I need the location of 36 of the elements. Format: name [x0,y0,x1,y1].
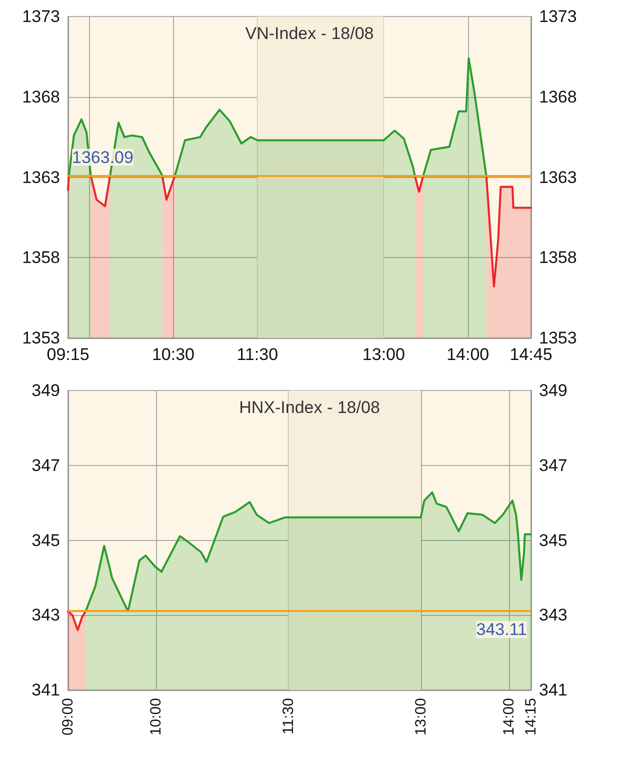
y2-tick-label: 1363 [539,168,577,187]
y-tick-label: 1353 [22,328,60,348]
y-tick-label: 345 [32,530,60,550]
x-tick-label: 13:00 [412,698,430,736]
x-tick-label: 09:00 [60,698,76,736]
y-tick-label: 1363 [22,168,60,187]
y2-tick-label: 349 [539,381,568,400]
ref-line-label: 1363.09 [72,148,134,167]
y2-tick-label: 1373 [539,7,577,26]
y2-tick-label: 345 [539,530,568,550]
x-tick-label: 14:00 [500,698,518,736]
x-tick-label: 14:15 [522,698,540,736]
x-tick-label: 10:00 [148,698,165,736]
y-tick-label: 341 [32,680,60,700]
y2-tick-label: 1368 [539,87,577,106]
y-tick-label: 349 [32,381,60,400]
x-tick-label: 13:00 [362,345,405,364]
y-tick-label: 1373 [22,7,60,26]
y-tick-label: 1358 [22,248,60,268]
y2-tick-label: 1353 [539,328,577,348]
x-tick-label: 11:30 [236,345,278,364]
y2-tick-label: 341 [539,680,568,700]
ref-line-label: 343.11 [476,620,527,640]
y-tick-label: 347 [32,456,60,475]
y-tick-label: 343 [32,606,60,625]
y2-tick-label: 343 [539,606,568,625]
x-tick-label: 14:00 [446,345,490,364]
x-tick-label: 14:45 [510,345,552,364]
y2-tick-label: 347 [539,456,568,475]
chart-title: VN-Index - 18/08 [245,24,374,43]
x-tick-label: 11:30 [280,698,297,734]
x-tick-label: 10:30 [152,345,194,364]
chart-title: HNX-Index - 18/08 [239,398,380,417]
y2-tick-label: 1358 [539,248,577,268]
y-tick-label: 1368 [22,87,60,106]
x-tick-label: 09:15 [46,345,90,364]
